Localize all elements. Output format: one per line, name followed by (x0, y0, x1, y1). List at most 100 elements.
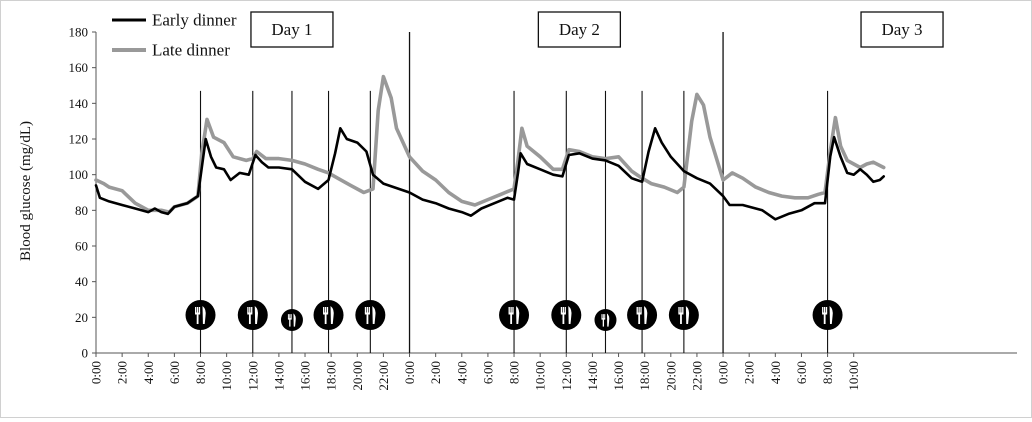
fork-handle (510, 314, 513, 324)
fork-tine (249, 307, 251, 313)
meal-icon (499, 300, 530, 330)
fork-base (508, 312, 514, 315)
meal-icon-disc (237, 300, 268, 330)
meal-icon-disc (499, 300, 530, 330)
meal-icon (668, 300, 699, 330)
fork-tine (564, 307, 566, 313)
meal-icon-disc (355, 300, 386, 330)
fork-base (560, 312, 566, 315)
y-tick-label: 0 (82, 346, 89, 361)
x-tick-label: 22:00 (689, 361, 704, 391)
fork-tine (324, 307, 327, 313)
x-tick-label: 4:00 (141, 361, 156, 384)
x-tick-label: 6:00 (480, 361, 495, 384)
day-label: Day 3 (881, 20, 922, 39)
fork-tine (326, 307, 329, 313)
legend: Early dinner Late dinner (112, 11, 237, 60)
fork-tine (247, 307, 249, 313)
fork-tine (508, 307, 510, 313)
fork-tine (366, 307, 369, 313)
fork-tine (290, 314, 292, 319)
meal-icon (812, 300, 843, 330)
x-tick-label: 0:00 (716, 361, 731, 384)
fork-tine (823, 307, 826, 313)
x-tick-label: 10:00 (219, 361, 234, 391)
fork-tine (602, 314, 604, 319)
meal-icon-disc (185, 300, 216, 330)
meal-icon (280, 309, 303, 331)
fork-handle (680, 314, 682, 324)
x-tick-label: 16:00 (611, 361, 626, 391)
fork-handle (638, 314, 641, 324)
knife (606, 313, 610, 327)
fork-tine (562, 307, 564, 313)
day-label-box (250, 11, 334, 48)
y-tick-label: 140 (69, 96, 89, 111)
y-tick-label: 100 (69, 167, 89, 182)
fork-tine (196, 307, 199, 313)
fork-handle (366, 314, 369, 324)
fork-tine (368, 307, 370, 313)
x-tick-label: 2:00 (428, 361, 443, 384)
fork-base (195, 312, 201, 315)
meal-icon-disc (594, 309, 617, 331)
x-tick-label: 8:00 (193, 361, 208, 384)
x-tick-label: 12:00 (245, 361, 260, 391)
x-tick-label: 10:00 (846, 361, 861, 391)
fork-handle (823, 314, 826, 324)
knife (644, 306, 648, 324)
knife (829, 306, 833, 324)
legend-label: Early dinner (152, 11, 237, 30)
fork-tine (251, 307, 253, 313)
fork-tine (560, 307, 563, 313)
x-tick-label: 14:00 (271, 361, 286, 391)
meal-icon (594, 309, 617, 331)
meal-icon-disc (280, 309, 303, 331)
knife (516, 306, 520, 324)
x-tick-label: 16:00 (298, 361, 313, 391)
fork-base (636, 312, 642, 315)
fork-tine (682, 307, 684, 313)
fork-handle (562, 314, 565, 324)
knife (293, 313, 296, 327)
meal-icon (313, 300, 344, 330)
fork-tine (638, 307, 640, 313)
fork-handle (248, 314, 251, 324)
fork-base (601, 318, 606, 320)
day-label-box (537, 11, 622, 48)
fork-base (323, 312, 329, 315)
knife (330, 306, 334, 324)
x-tick-label: 20:00 (350, 361, 365, 391)
x-tick-label: 20:00 (663, 361, 678, 391)
fork-handle (196, 314, 199, 324)
fork-tine (678, 307, 680, 313)
fork-tine (512, 307, 514, 313)
x-tick-label: 2:00 (742, 361, 757, 384)
x-tick-label: 0:00 (89, 361, 104, 384)
y-tick-label: 40 (75, 274, 88, 289)
fork-base (822, 312, 828, 315)
day-label: Day 2 (559, 20, 600, 39)
meal-icon-disc (627, 300, 658, 330)
fork-handle (602, 319, 605, 327)
meal-icon (551, 300, 582, 330)
y-tick-label: 80 (75, 203, 88, 218)
knife (372, 306, 376, 324)
fork-tine (287, 314, 289, 319)
knife (202, 306, 206, 324)
x-tick-label: 8:00 (507, 361, 522, 384)
x-tick-label: 18:00 (637, 361, 652, 391)
y-tick-label: 20 (75, 310, 88, 325)
axes: 0 20 40 60 80 100 120 140 160 180 0:00 2:00 4:00 6:00… (69, 25, 1017, 391)
meal-icon (185, 300, 216, 330)
fork-tine (510, 307, 512, 313)
fork-tine (364, 307, 367, 313)
fork-base (287, 318, 292, 320)
fork-tine (822, 307, 824, 313)
day-labels: Day 1 Day 2 Day 3 (250, 11, 944, 48)
x-tick-label: 18:00 (324, 361, 339, 391)
y-tick-label: 160 (69, 60, 89, 75)
meal-markers (185, 300, 843, 331)
y-axis-label: Blood glucose (mg/dL) (18, 121, 34, 261)
